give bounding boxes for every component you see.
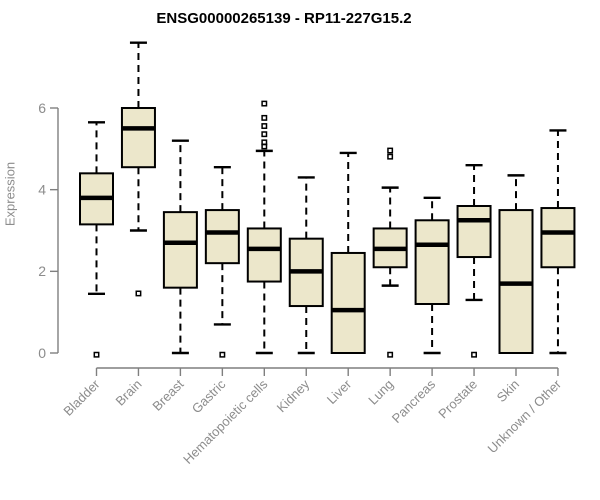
boxplot-hematopoietic-cells [246,100,282,355]
boxplot-skin [498,174,534,354]
outlier-point [135,290,142,297]
boxplot-liver [330,151,366,354]
boxplot-pancreas [414,196,450,355]
boxplot-bladder [79,121,114,358]
outlier-point [387,153,394,160]
x-category-label-prostate: Prostate [435,377,480,422]
outlier-point [261,123,268,129]
boxplot-brain [120,41,156,297]
y-tick-label: 4 [38,182,46,198]
iqr-box [246,227,282,283]
outlier-point [261,143,268,150]
x-category-label-unknown-other: Unknown / Other [484,376,564,456]
outlier-point [93,351,100,358]
iqr-box [414,219,450,306]
iqr-box [204,209,240,265]
iqr-box [456,205,492,259]
boxplot-unknown-other [540,129,576,355]
y-tick-label: 0 [38,345,46,361]
boxplot-gastric [204,166,240,358]
iqr-box [330,251,366,354]
y-tick-label: 6 [38,100,46,116]
boxplot-lung [372,147,408,358]
boxplot-breast [162,139,198,355]
outlier-point [387,147,394,154]
outlier-point [471,351,478,358]
x-category-label-skin: Skin [494,377,522,405]
outlier-point [219,351,226,358]
x-category-label-gastric: Gastric [189,376,229,416]
boxplot-kidney [288,176,324,355]
outlier-point [261,100,268,107]
outlier-point [261,114,268,121]
x-category-label-liver: Liver [324,376,355,407]
outlier-point [261,131,268,138]
boxplot-prostate [456,163,492,358]
chart-title: ENSG00000265139 - RP11-227G15.2 [156,10,412,27]
y-tick-label: 2 [38,263,46,279]
x-category-label-breast: Breast [149,376,186,413]
x-category-label-lung: Lung [365,377,396,408]
iqr-box [162,211,198,289]
iqr-box [120,107,156,169]
iqr-box [540,207,576,269]
x-category-label-kidney: Kidney [274,376,313,415]
outlier-point [387,351,394,358]
x-category-label-pancreas: Pancreas [389,376,439,426]
x-category-label-brain: Brain [112,377,144,409]
x-category-label-bladder: Bladder [60,376,103,419]
